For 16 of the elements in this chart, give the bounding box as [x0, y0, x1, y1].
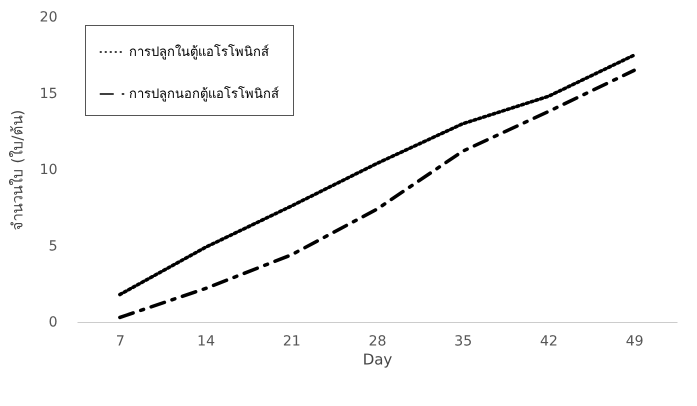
x-tick-label: 42: [540, 334, 558, 350]
x-tick-label: 49: [626, 334, 644, 350]
y-axis-title: จำนวนใบ (ใบ/ต้น): [8, 110, 27, 230]
y-tick-label: 5: [48, 238, 58, 254]
x-axis-title: Day: [362, 350, 392, 368]
x-tick-label: 14: [197, 334, 216, 350]
y-tick-label: 15: [40, 86, 58, 102]
x-tick-label: 21: [282, 334, 301, 350]
y-tick-label: 0: [48, 314, 58, 330]
x-tick-label: 7: [116, 334, 125, 350]
x-tick-label: 28: [368, 334, 386, 350]
y-tick-label: 20: [40, 10, 58, 26]
y-tick-label: 10: [40, 162, 58, 178]
legend-label: การปลูกในตู้แอโรโพนิกส์: [129, 44, 269, 60]
legend-label: การปลูกนอกตู้แอโรโพนิกส์: [129, 86, 279, 102]
x-tick-label: 35: [454, 334, 472, 350]
